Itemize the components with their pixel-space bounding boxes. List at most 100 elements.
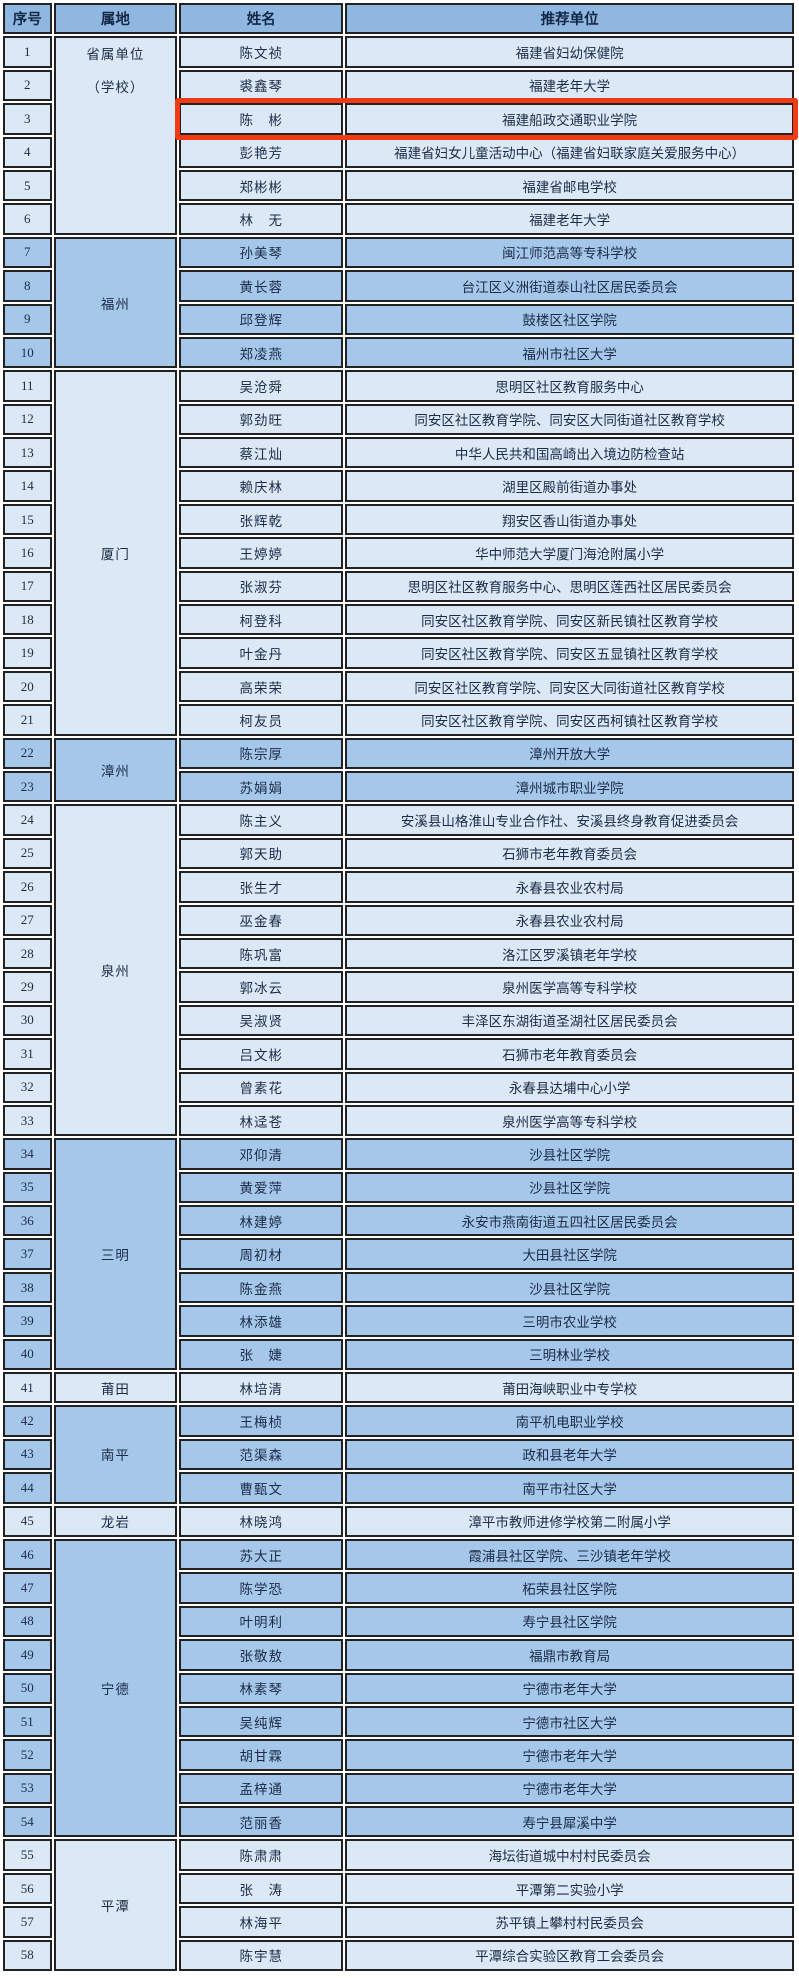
unit-cell: 福建省妇幼保健院 — [345, 36, 794, 68]
table-row: 14 赖庆林 湖里区殿前街道办事处 — [3, 470, 794, 502]
unit-cell: 政和县老年大学 — [345, 1438, 794, 1471]
name-cell: 曾素花 — [179, 1071, 344, 1103]
table-row: 8 黄长蓉 台江区义洲街道泰山社区居民委员会 — [3, 270, 794, 302]
row-number: 8 — [3, 270, 52, 302]
row-number: 54 — [3, 1806, 52, 1838]
row-number: 53 — [3, 1772, 52, 1805]
row-number: 28 — [3, 937, 52, 970]
header-unit: 推荐单位 — [345, 3, 794, 35]
row-number: 15 — [3, 503, 52, 536]
name-cell: 柯登科 — [179, 604, 344, 636]
name-cell: 赖庆林 — [179, 470, 344, 502]
unit-cell: 翔安区香山街道办事处 — [345, 503, 794, 536]
row-number: 38 — [3, 1271, 52, 1304]
row-number: 48 — [3, 1605, 52, 1638]
header-row: 序号 属地 姓名 推荐单位 — [3, 3, 794, 35]
row-number: 36 — [3, 1205, 52, 1237]
unit-cell: 宁德市老年大学 — [345, 1772, 794, 1805]
unit-cell: 泉州医学高等专科学校 — [345, 1104, 794, 1137]
name-cell: 陈主义 — [179, 804, 344, 836]
row-number: 46 — [3, 1538, 52, 1571]
unit-cell: 同安区社区教育学院、同安区大同街道社区教育学校 — [345, 403, 794, 436]
row-number: 27 — [3, 904, 52, 936]
row-number: 24 — [3, 804, 52, 836]
unit-cell: 南平机电职业学校 — [345, 1405, 794, 1437]
table-row: 25 郭天助 石狮市老年教育委员会 — [3, 837, 794, 870]
row-number: 31 — [3, 1038, 52, 1070]
table-row: 9 邱登辉 鼓楼区社区学院 — [3, 303, 794, 335]
unit-cell: 福建老年大学 — [345, 203, 794, 235]
name-cell: 林晓鸿 — [179, 1505, 344, 1537]
unit-cell: 宁德市社区大学 — [345, 1705, 794, 1738]
table-row: 21 柯友员 同安区社区教育学院、同安区西柯镇社区教育学校 — [3, 704, 794, 736]
name-cell: 郭劲旺 — [179, 403, 344, 436]
unit-cell: 宁德市老年大学 — [345, 1672, 794, 1704]
name-cell: 林建婷 — [179, 1205, 344, 1237]
unit-cell: 思明区社区教育服务中心、思明区莲西社区居民委员会 — [345, 570, 794, 603]
unit-cell: 漳平市教师进修学校第二附属小学 — [345, 1505, 794, 1537]
unit-cell: 永安市燕南街道五四社区居民委员会 — [345, 1205, 794, 1237]
table-row: 31 吕文彬 石狮市老年教育委员会 — [3, 1038, 794, 1070]
name-cell: 王婷婷 — [179, 537, 344, 569]
row-number: 2 — [3, 69, 52, 102]
table-row: 11 厦门 吴沧舜 思明区社区教育服务中心 — [3, 370, 794, 736]
unit-cell: 柘荣县社区学院 — [345, 1572, 794, 1604]
unit-cell: 泉州医学高等专科学校 — [345, 971, 794, 1003]
row-number: 34 — [3, 1138, 52, 1170]
row-number: 1 — [3, 36, 52, 68]
row-number: 20 — [3, 670, 52, 703]
name-cell: 范渠森 — [179, 1438, 344, 1471]
row-number: 30 — [3, 1004, 52, 1037]
unit-cell: 同安区社区教育学院、同安区五显镇社区教育学校 — [345, 637, 794, 669]
table-row: 52 胡甘霖 宁德市老年大学 — [3, 1739, 794, 1771]
row-number: 45 — [3, 1505, 52, 1537]
unit-cell: 石狮市老年教育委员会 — [345, 1038, 794, 1070]
unit-cell: 大田县社区学院 — [345, 1238, 794, 1270]
region-label-line: （学校） — [86, 80, 145, 96]
unit-cell: 沙县社区学院 — [345, 1271, 794, 1304]
unit-cell: 宁德市老年大学 — [345, 1739, 794, 1771]
table-row: 55 平潭 陈肃肃 海坛街道城中村村民委员会 — [3, 1839, 794, 1972]
row-number: 12 — [3, 403, 52, 436]
name-cell: 邱登辉 — [179, 303, 344, 335]
name-cell: 陈巩富 — [179, 937, 344, 970]
unit-cell: 福建省邮电学校 — [345, 169, 794, 202]
table-row: 22 漳州 陈宗厚 漳州开放大学 — [3, 737, 794, 803]
name-cell: 张淑芬 — [179, 570, 344, 603]
name-cell: 黄爱萍 — [179, 1171, 344, 1204]
row-number: 7 — [3, 236, 52, 269]
unit-cell: 永春县农业农村局 — [345, 904, 794, 936]
unit-cell: 沙县社区学院 — [345, 1171, 794, 1204]
table-row: 23 苏娟娟 漳州城市职业学院 — [3, 770, 794, 803]
row-number: 35 — [3, 1171, 52, 1204]
unit-cell: 福鼎市教育局 — [345, 1639, 794, 1671]
name-cell: 高荣荣 — [179, 670, 344, 703]
region-cell-6: 莆田 — [53, 1372, 178, 1404]
unit-cell: 台江区义洲街道泰山社区居民委员会 — [345, 270, 794, 302]
table-row: 1 省属单位 （学校） 陈文祯 福建省妇幼保健院 — [3, 36, 794, 235]
row-number: 40 — [3, 1338, 52, 1371]
name-cell: 黄长蓉 — [179, 270, 344, 302]
row-number: 11 — [3, 370, 52, 402]
header-serial: 序号 — [3, 3, 52, 35]
unit-cell: 洛江区罗溪镇老年学校 — [345, 937, 794, 970]
table-row: 20 高荣荣 同安区社区教育学院、同安区大同街道社区教育学校 — [3, 670, 794, 703]
name-cell: 范丽香 — [179, 1806, 344, 1838]
row-number: 19 — [3, 637, 52, 669]
name-cell: 郑彬彬 — [179, 169, 344, 202]
unit-cell: 三明林业学校 — [345, 1338, 794, 1371]
name-cell: 张生才 — [179, 871, 344, 903]
name-cell: 孟梓通 — [179, 1772, 344, 1805]
unit-cell: 安溪县山格淮山专业合作社、安溪县终身教育促进委员会 — [345, 804, 794, 836]
unit-cell: 漳州城市职业学院 — [345, 770, 794, 803]
table-row: 6 林 无福建老年大学 — [3, 203, 794, 235]
unit-cell: 漳州开放大学 — [345, 737, 794, 769]
table-row: 38 陈金燕 沙县社区学院 — [3, 1271, 794, 1304]
region-label-line: 省属单位 — [86, 47, 145, 63]
name-cell: 陈肃肃 — [179, 1839, 344, 1871]
row-number: 18 — [3, 604, 52, 636]
row-number: 43 — [3, 1438, 52, 1471]
table-row: 26 张生才 永春县农业农村局 — [3, 871, 794, 903]
unit-cell: 苏平镇上攀村村民委员会 — [345, 1906, 794, 1938]
